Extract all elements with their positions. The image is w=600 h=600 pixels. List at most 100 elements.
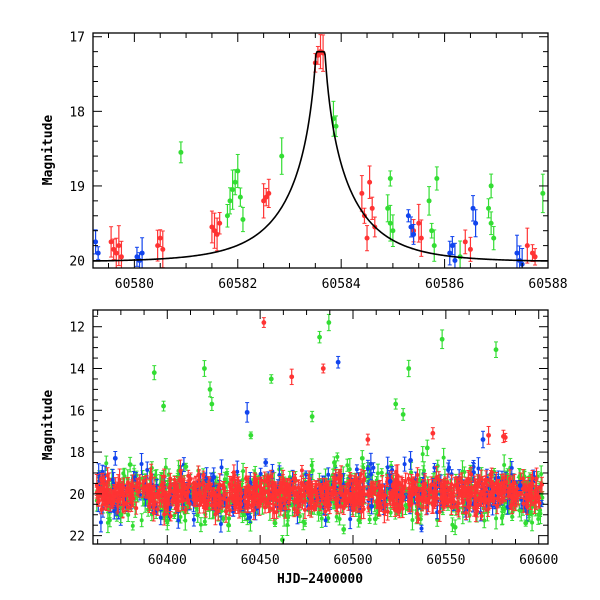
data-point-red [426,493,431,513]
data-point-green [202,517,207,526]
data-point-green [319,509,324,528]
x-tick-label: 60584 [322,277,361,292]
data-point-red [447,487,452,504]
data-point-red [118,240,124,268]
data-point-red [187,478,192,489]
data-point-red [255,478,260,494]
top-y-axis-label: Magnitude [41,115,56,186]
data-point-red [108,226,114,258]
data-point-red [231,464,236,481]
data-point-green [434,166,440,191]
data-point-red [430,495,435,514]
data-point-red [294,509,300,517]
data-point-green [224,468,229,480]
x-tick-label: 60500 [333,553,372,568]
data-point-red [245,486,250,494]
data-point-red [291,471,296,487]
data-point-red [416,514,421,524]
data-point-green [310,460,315,481]
x-tick-label: 60580 [115,277,154,292]
data-point-red [350,500,356,517]
data-point-blue [98,512,103,533]
data-point-green [341,524,347,535]
data-point-blue [368,468,373,481]
data-point-red [479,490,484,507]
data-point-red [354,484,359,507]
y-tick-label: 12 [69,321,85,336]
data-point-blue [470,195,476,222]
data-point-red [359,175,365,212]
data-point-blue [449,236,455,256]
data-point-red [266,178,272,209]
data-point-red [350,485,355,494]
top-axis-ticks: 60580 60582 60584 60586 60588 17 18 19 20 [69,31,567,292]
data-point-green [393,398,399,410]
data-point-green [272,519,278,528]
data-point-blue [371,462,376,474]
data-point-red [316,478,321,491]
data-point-red [395,464,400,487]
data-point-red [473,479,478,500]
data-point-blue [369,498,374,515]
data-point-red [400,477,405,500]
data-point-red [396,507,401,517]
data-point-green [309,410,315,423]
x-tick-label: 60450 [241,553,280,568]
data-point-blue [365,459,370,478]
data-point-red [308,491,313,509]
data-point-red [232,480,237,502]
data-point-red [216,490,221,502]
data-point-green [224,204,230,228]
data-point-blue [218,515,223,533]
data-point-green [491,226,497,251]
data-point-green [153,469,158,481]
data-point-red [498,483,503,491]
x-tick-label: 60600 [519,553,558,568]
data-point-green [127,456,133,473]
data-point-red [319,483,324,500]
data-point-red [367,165,373,199]
bottom-axis-ticks: 60400 60450 60500 60550 60600 12 14 16 18 20 22 [69,310,558,568]
data-point-red [201,470,206,480]
data-point-red [299,464,304,476]
data-point-red [439,479,444,493]
data-point-red [258,496,263,508]
data-point-red [261,183,267,219]
data-point-green [230,169,236,210]
bottom-axes-frame [92,309,549,545]
data-point-red [437,501,442,522]
data-point-green [429,222,435,239]
data-point-red [137,477,142,489]
data-point-red [111,238,117,261]
data-point-red [524,227,530,264]
data-point-red [220,481,226,490]
data-point-red [176,491,181,513]
data-point-red [290,482,295,495]
data-point-green [105,512,110,534]
data-point-green [486,198,492,219]
data-point-red [253,495,258,504]
data-point-red [393,503,398,517]
x-tick-label: 60586 [425,277,464,292]
data-point-red [192,483,197,491]
data-point-red [117,468,122,492]
data-point-red [462,229,468,255]
data-point-red [329,486,334,501]
data-point-red [160,230,166,268]
data-point-red [121,483,126,505]
data-point-red [99,505,104,515]
data-point-red [320,363,326,374]
y-tick-label: 18 [69,105,85,120]
data-point-red [484,494,489,505]
data-point-green [390,214,396,248]
data-point-green [431,229,437,262]
data-point-green [441,447,446,468]
data-point-blue [411,224,417,245]
y-tick-label: 19 [69,180,85,195]
data-point-red [375,500,380,508]
data-point-green [540,173,546,214]
data-point-red [302,487,307,505]
y-tick-label: 14 [69,363,85,378]
data-point-green [439,329,445,350]
